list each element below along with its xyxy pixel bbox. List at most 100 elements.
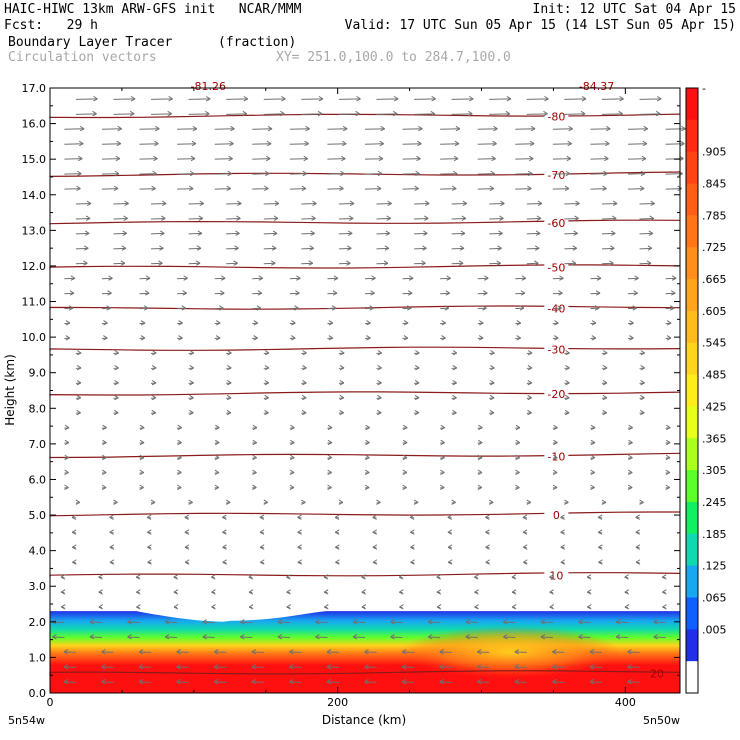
vector-head xyxy=(364,678,369,685)
vector-head xyxy=(77,170,82,177)
vector-shaft xyxy=(665,128,686,130)
circulation-vector xyxy=(477,305,487,311)
vector-shaft xyxy=(289,651,302,653)
contour-label: 0 xyxy=(553,509,560,522)
circulation-vector xyxy=(489,409,495,416)
vector-head xyxy=(361,604,367,610)
vector-head xyxy=(136,604,141,610)
circulation-vector xyxy=(440,125,461,132)
vector-head xyxy=(516,320,522,326)
circulation-vector xyxy=(526,499,532,505)
colorbar-label: .185 xyxy=(702,528,727,541)
circulation-vector xyxy=(515,140,535,147)
circulation-vector xyxy=(414,365,420,371)
vector-head xyxy=(598,559,603,565)
circulation-vector xyxy=(451,245,465,251)
vector-shaft xyxy=(226,247,239,250)
circulation-vector xyxy=(334,514,340,520)
circulation-vector xyxy=(564,110,586,117)
circulation-vector xyxy=(226,394,232,401)
colorbar-label: .425 xyxy=(702,400,727,413)
vector-head xyxy=(236,215,241,221)
vector-head xyxy=(64,424,70,431)
circulation-vector xyxy=(515,454,520,461)
x-end-label-right: 5n50w xyxy=(643,714,680,727)
vector-head xyxy=(114,350,119,356)
circulation-vector xyxy=(213,663,227,670)
vector-head xyxy=(289,484,295,490)
circulation-vector xyxy=(327,170,345,177)
circulation-vector xyxy=(213,678,227,685)
vector-head xyxy=(243,95,249,102)
circulation-vector xyxy=(488,499,494,505)
vector-head xyxy=(348,215,354,221)
vector-head xyxy=(86,200,92,206)
y-tick-label: 6.0 xyxy=(29,473,47,486)
vector-shaft xyxy=(139,188,156,190)
vector-shaft xyxy=(226,262,238,265)
vector-shaft xyxy=(151,203,167,205)
vector-shaft xyxy=(252,128,273,130)
vector-head xyxy=(560,529,565,535)
circulation-vector xyxy=(399,589,404,595)
vector-head xyxy=(515,424,521,431)
vector-head xyxy=(421,260,426,266)
vector-shaft xyxy=(252,158,271,160)
circulation-vector xyxy=(440,469,445,476)
circulation-vector xyxy=(590,484,595,490)
vector-head xyxy=(629,320,634,326)
vector-shaft xyxy=(515,188,532,190)
circulation-vector xyxy=(440,484,445,490)
vector-head xyxy=(615,619,621,625)
vector-head xyxy=(371,275,376,281)
circulation-vector xyxy=(214,424,220,431)
vector-head xyxy=(138,678,144,685)
vector-head xyxy=(461,215,467,221)
vector-head xyxy=(565,365,570,371)
vector-shaft xyxy=(364,158,383,160)
vector-head xyxy=(79,125,85,132)
vector-shaft xyxy=(338,217,354,220)
circulation-vector xyxy=(214,439,220,446)
circulation-vector xyxy=(414,260,426,266)
vector-head xyxy=(93,95,98,102)
vector-head xyxy=(103,335,108,341)
vector-shaft xyxy=(315,636,328,638)
vector-shaft xyxy=(515,128,536,130)
circulation-vector xyxy=(75,110,97,117)
circulation-vector xyxy=(440,170,458,177)
vector-shaft xyxy=(451,217,466,220)
vector-shaft xyxy=(526,113,548,115)
circulation-vector xyxy=(248,604,254,610)
circulation-vector xyxy=(440,305,450,311)
contour-label-bg xyxy=(544,569,569,582)
vector-shaft xyxy=(289,277,301,280)
circulation-vector xyxy=(376,245,390,251)
vector-head xyxy=(598,544,603,550)
circulation-vector xyxy=(639,365,645,371)
circulation-vector xyxy=(628,140,648,147)
vector-head xyxy=(290,424,295,431)
vector-head xyxy=(376,185,382,192)
circulation-vector xyxy=(552,170,571,177)
vector-shaft xyxy=(440,188,457,190)
circulation-vector xyxy=(263,260,276,266)
vector-head xyxy=(662,604,667,610)
vector-head xyxy=(219,305,224,311)
vector-shaft xyxy=(552,681,565,683)
vector-shaft xyxy=(263,113,285,115)
vector-shaft xyxy=(477,188,494,190)
circulation-vector xyxy=(414,110,436,117)
vector-head xyxy=(189,409,194,416)
circulation-vector xyxy=(440,439,445,446)
circulation-vector xyxy=(263,365,270,371)
vector-head xyxy=(564,185,570,192)
vector-head xyxy=(83,245,89,251)
vector-shaft xyxy=(151,232,165,235)
circulation-vector xyxy=(214,170,232,177)
circulation-vector xyxy=(515,469,520,476)
vector-shaft xyxy=(165,636,178,638)
vector-shaft xyxy=(477,128,498,130)
vector-head xyxy=(516,335,521,341)
vector-head xyxy=(195,260,201,266)
